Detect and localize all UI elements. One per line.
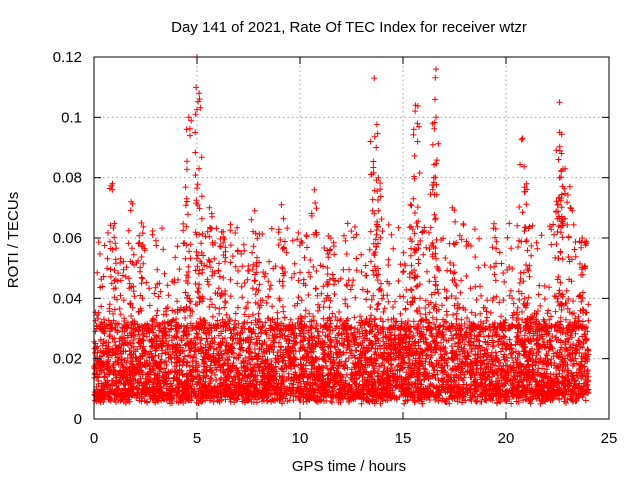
x-tick-label: 25 [601,430,618,447]
x-tick-label: 0 [90,430,98,447]
y-tick-label: 0.1 [61,109,82,126]
x-tick-label: 20 [498,430,515,447]
y-tick-label: 0.04 [53,290,82,307]
x-tick-label: 5 [193,430,201,447]
y-tick-label: 0.08 [53,170,82,187]
y-tick-label: 0 [74,411,82,428]
data-points [91,54,592,407]
chart-title: Day 141 of 2021, Rate Of TEC Index for r… [171,19,527,36]
axis-ticks: 0 5 10 15 20 25 0 0.02 0.04 0.06 0.08 0.1 0.12 [53,49,618,447]
x-tick-label: 15 [395,430,412,447]
x-tick-label: 10 [292,430,309,447]
x-axis-label: GPS time / hours [292,458,406,475]
y-tick-label: 0.02 [53,351,82,368]
y-tick-label: 0.06 [53,230,82,247]
roti-markers [91,54,592,407]
y-tick-label: 0.12 [53,49,82,66]
y-axis-label: ROTI / TECUs [5,192,22,288]
